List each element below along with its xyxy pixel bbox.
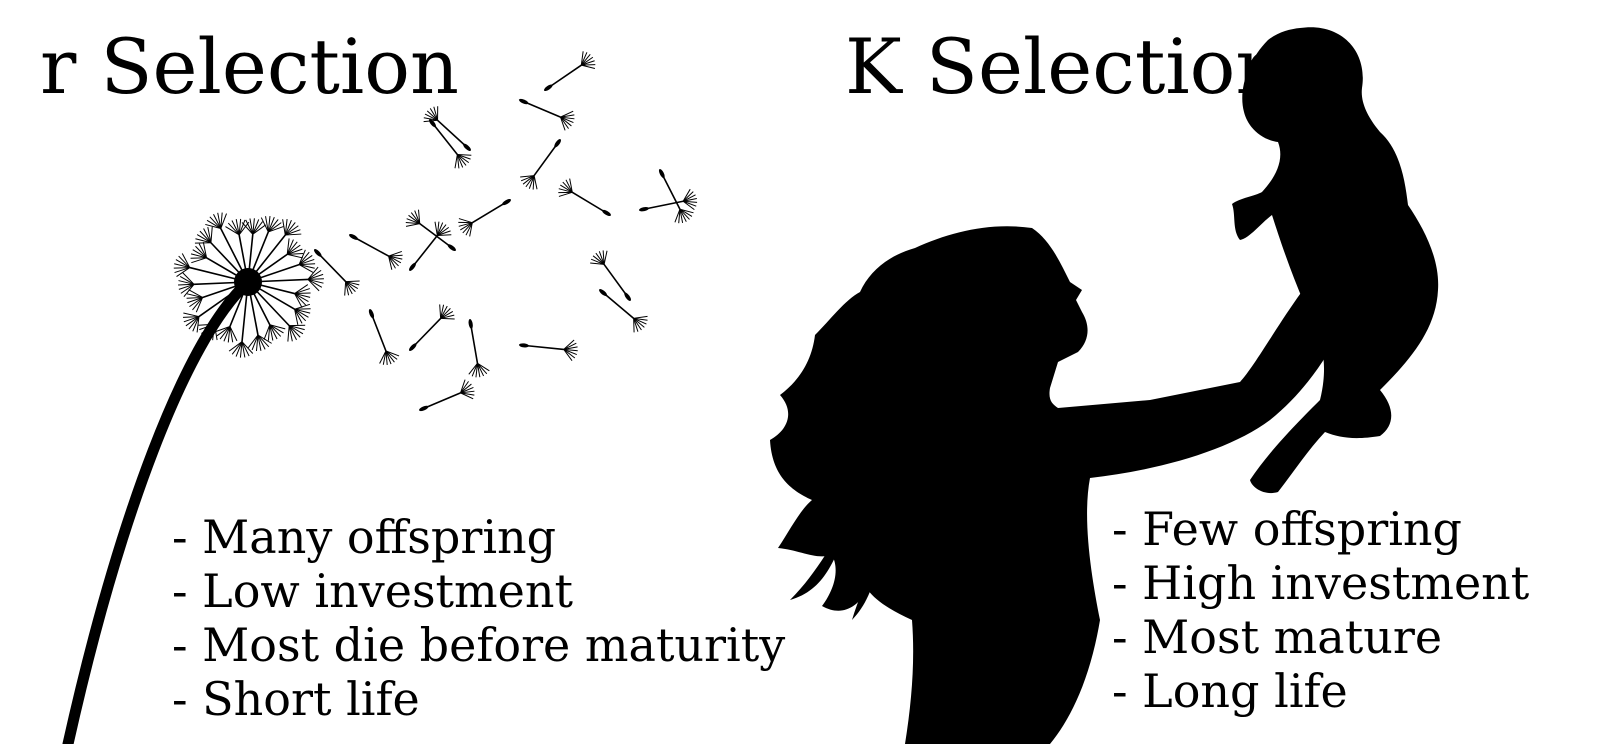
r-selection-traits: - Many offspring - Low investment - Most… [172, 510, 785, 726]
dandelion-seed [544, 51, 596, 92]
trait-item: - High investment [1112, 556, 1530, 610]
trait-item: - Low investment [172, 564, 573, 618]
trait-item: - Most mature [1112, 610, 1443, 664]
dandelion-seed [409, 221, 452, 271]
dandelion-seed [429, 119, 472, 169]
dandelion-stem [62, 276, 254, 744]
trait-item: - Most die before maturity [172, 618, 786, 672]
dandelion-seed [368, 309, 400, 365]
mother-silhouette [770, 226, 1370, 744]
dandelion-seed [405, 209, 456, 252]
dandelion-icon [62, 51, 698, 744]
dandelion-seed [423, 106, 471, 151]
dandelion-seed [409, 304, 455, 351]
dandelion-seed [349, 233, 403, 270]
baby-silhouette [1232, 27, 1439, 494]
trait-item: - Long life [1112, 664, 1348, 718]
trait-item: - Few offspring [1112, 502, 1462, 556]
dandelion-seed [599, 289, 648, 333]
trait-item: - Many offspring [172, 510, 557, 564]
dandelion-seed [519, 339, 578, 361]
dandelion-seed [314, 249, 360, 296]
hair-strand [790, 520, 850, 600]
dandelion-seed [519, 98, 575, 131]
dandelion-seed [520, 139, 562, 190]
dandelion-seed [419, 379, 475, 412]
hair-strand [852, 560, 880, 620]
dandelion-core [234, 268, 262, 296]
dandelion-seed [458, 198, 511, 237]
k-selection-title: K Selection [845, 22, 1285, 111]
dandelion-seed [590, 250, 632, 301]
dandelion-seed [468, 319, 490, 378]
dandelion-seed [558, 178, 611, 217]
k-selection-traits: - Few offspring - High investment - Most… [1112, 502, 1529, 718]
flying-seeds [314, 51, 698, 412]
trait-item: - Short life [172, 672, 420, 726]
r-selection-title: r Selection [40, 22, 459, 111]
dandelion-seed [639, 188, 698, 212]
